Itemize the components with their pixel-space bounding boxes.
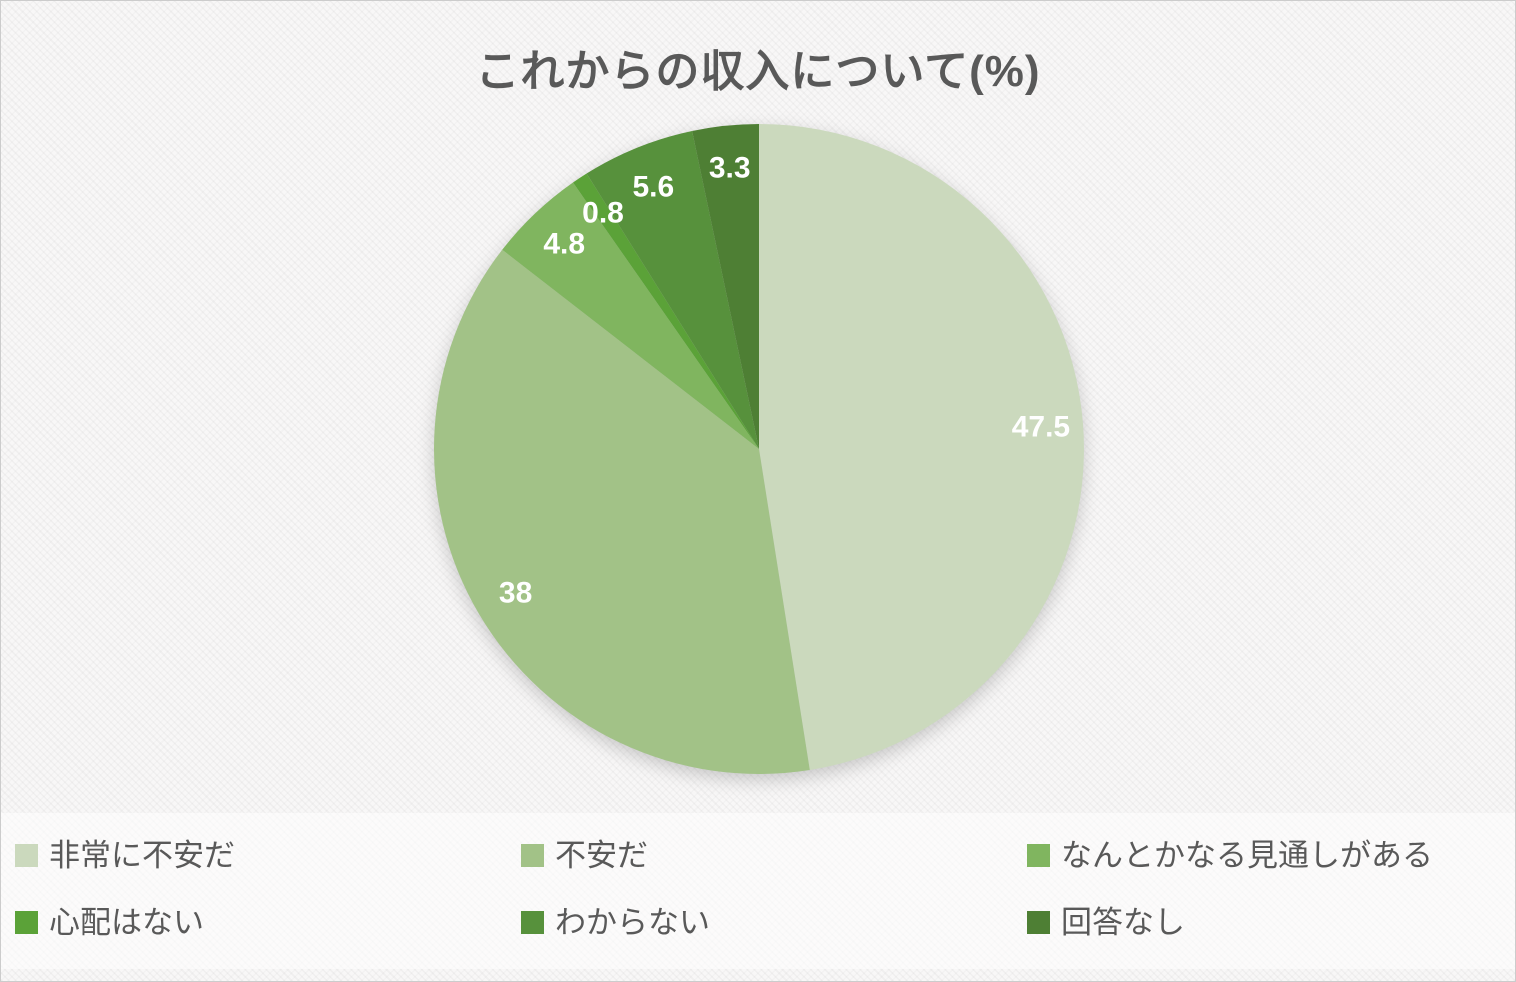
pie-value-label-5: 5.6 — [632, 170, 674, 203]
legend-label: 心配はない — [49, 905, 204, 941]
legend-swatch-icon — [15, 844, 38, 868]
chart-title: これからの収入について(%) — [475, 47, 1041, 96]
legend-swatch-icon — [1027, 911, 1050, 935]
pie-value-label-6: 3.3 — [709, 151, 751, 184]
pie-value-label-2: 38 — [499, 576, 532, 609]
legend-item: 不安だ — [521, 837, 1027, 874]
legend: 非常に不安だ 不安だ なんとかなる見通しがある心配はない わからない 回答なし — [1, 813, 1515, 969]
pie-slice-4 — [573, 173, 759, 449]
pie-value-label-1: 47.5 — [1012, 410, 1070, 443]
legend-swatch-icon — [1027, 844, 1050, 868]
pie-slices — [434, 124, 1084, 774]
pie-slice-3 — [502, 182, 759, 449]
pie-slice-1 — [759, 124, 1084, 770]
legend-item: 回答なし — [1027, 904, 1501, 941]
legend-swatch-icon — [521, 844, 544, 868]
legend-label: 非常に不安だ — [49, 838, 235, 873]
pie-slice-6 — [692, 124, 759, 449]
pie-slice-5 — [586, 131, 759, 449]
pie-value-label-4: 0.8 — [582, 197, 624, 230]
pie-slice-2 — [434, 249, 810, 774]
legend-label: なんとかなる見通しがある — [1061, 838, 1433, 873]
legend-item: なんとかなる見通しがある — [1027, 837, 1501, 874]
legend-swatch-icon — [15, 911, 38, 935]
pie-value-label-3: 4.8 — [543, 228, 585, 261]
legend-label: 回答なし — [1061, 905, 1185, 941]
legend-swatch-icon — [521, 911, 544, 935]
legend-item: 非常に不安だ — [15, 837, 521, 874]
legend-label: わからない — [555, 905, 710, 941]
legend-item: 心配はない — [15, 904, 521, 941]
legend-item: わからない — [521, 904, 1027, 941]
legend-label: 不安だ — [555, 838, 648, 873]
